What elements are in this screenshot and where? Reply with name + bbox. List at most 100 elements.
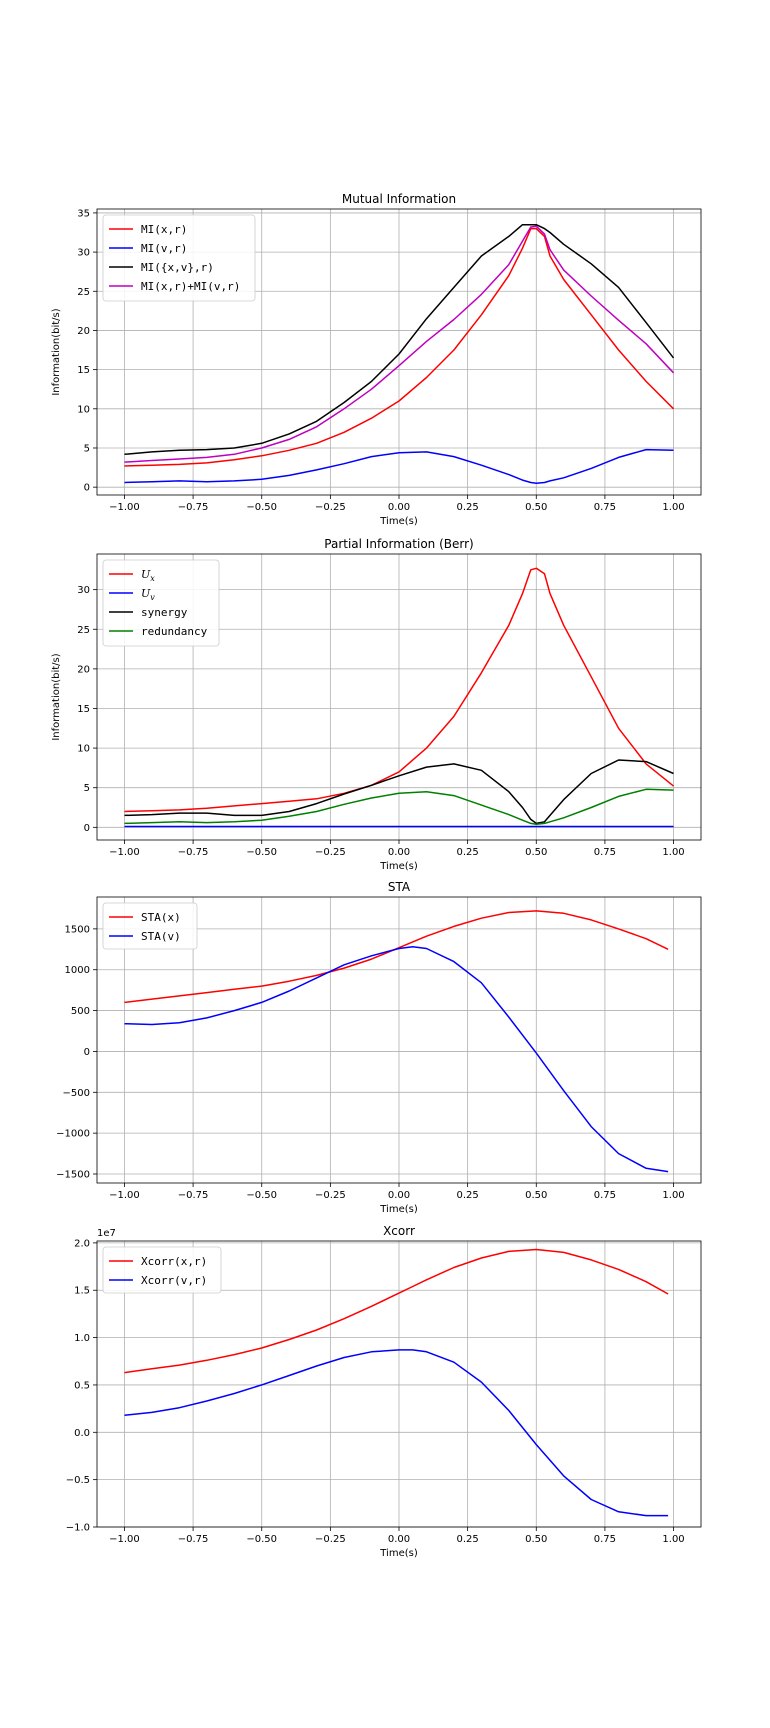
x-tick-label: −0.50	[246, 1534, 277, 1545]
x-axis-label: Time(s)	[379, 516, 418, 527]
x-axis-label: Time(s)	[379, 1548, 418, 1559]
x-tick-label: 0.75	[594, 847, 616, 858]
legend: Xcorr(x,r) Xcorr(v,r)	[102, 1246, 222, 1294]
y-tick-label: 25	[77, 625, 90, 636]
y-tick-label: 0	[84, 823, 90, 834]
x-axis-label: Time(s)	[379, 1204, 418, 1215]
x-tick-label: 0.50	[525, 1534, 547, 1545]
x-tick-label: 1.00	[662, 1190, 684, 1201]
x-tick-label: 0.25	[457, 1534, 479, 1545]
legend-label: MI({x,v},r)	[141, 261, 214, 274]
series-line-sta-v	[124, 946, 669, 1173]
legend: STA(x) STA(v)	[102, 902, 198, 950]
y-axis-label: Information(bit/s)	[51, 653, 62, 740]
legend-label: MI(x,r)	[141, 223, 187, 236]
y-tick-label: 10	[77, 744, 90, 755]
legend-label: Xcorr(x,r)	[141, 1255, 207, 1268]
x-tick-label: 0.00	[388, 1534, 410, 1545]
x-tick-label: −0.75	[178, 1190, 209, 1201]
x-tick-label: −0.75	[178, 847, 209, 858]
legend-label: STA(x)	[141, 911, 181, 924]
legend-label: STA(v)	[141, 930, 181, 943]
y-tick-label: −1.0	[66, 1523, 90, 1534]
y-tick-label: −1000	[56, 1129, 90, 1140]
x-tick-label: −0.50	[246, 847, 277, 858]
legend-label: synergy	[141, 606, 188, 619]
x-tick-label: −0.50	[246, 1190, 277, 1201]
legend-label: Ux	[141, 568, 155, 583]
x-tick-label: −0.75	[178, 1534, 209, 1545]
x-tick-label: −1.00	[109, 847, 140, 858]
y-tick-label: 20	[77, 664, 90, 675]
legend-label: redundancy	[141, 625, 208, 638]
series-line-mi-x-r	[124, 227, 675, 467]
y-tick-label: 15	[77, 704, 90, 715]
y-tick-label: 35	[77, 208, 90, 219]
y-tick-label: 20	[77, 326, 90, 337]
chart-title: Xcorr	[383, 1224, 415, 1238]
y-tick-label: 30	[77, 248, 90, 259]
series-line-mi-x-r-mi-v-r	[124, 225, 675, 463]
series-line-xcorr-v-r	[124, 1349, 669, 1517]
x-tick-label: 0.50	[525, 847, 547, 858]
x-tick-label: −0.75	[178, 502, 209, 513]
x-tick-label: −1.00	[109, 1534, 140, 1545]
legend-label: MI(x,r)+MI(v,r)	[141, 280, 240, 293]
series-line-mi-x-v-r	[124, 223, 675, 456]
chart-panel-4: −1.00 −0.75 −0.50 −0.25 0.00 0.25 0.50 0.75 1.00…	[66, 1224, 702, 1559]
x-tick-label: −0.25	[315, 847, 346, 858]
legend-label: Uv	[141, 587, 155, 602]
y-tick-label: 0	[84, 1047, 90, 1058]
x-tick-label: −0.25	[315, 1534, 346, 1545]
legend-box	[102, 559, 220, 647]
legend: Ux Uv synergy redundancy	[102, 559, 220, 647]
y-tick-label: 1.5	[74, 1286, 90, 1297]
series-line-mi-v-r	[124, 448, 674, 484]
x-tick-label: 0.50	[525, 502, 547, 513]
y-tick-label: 2.0	[74, 1238, 90, 1249]
y-tick-label: 5	[84, 783, 90, 794]
x-tick-label: −0.25	[315, 502, 346, 513]
axis-offset-text: 1e7	[97, 1228, 116, 1239]
y-tick-label: 0	[84, 483, 90, 494]
x-tick-label: 1.00	[662, 1534, 684, 1545]
x-tick-label: 0.75	[594, 1190, 616, 1201]
series-line-xcorr-x-r	[124, 1248, 669, 1374]
x-tick-label: 0.00	[388, 847, 410, 858]
x-tick-label: 0.25	[457, 1190, 479, 1201]
y-tick-label: 1500	[65, 924, 90, 935]
chart-panel-2: −1.00 −0.75 −0.50 −0.25 0.00 0.25 0.50 0.75 1.00…	[51, 537, 702, 872]
x-tick-label: 0.75	[594, 502, 616, 513]
x-tick-label: 0.00	[388, 502, 410, 513]
y-tick-label: 0.5	[74, 1380, 90, 1391]
x-tick-label: 0.25	[457, 502, 479, 513]
chart-panel-3: −1.00 −0.75 −0.50 −0.25 0.00 0.25 0.50 0.75 1.00…	[56, 880, 702, 1215]
y-tick-label: 5	[84, 443, 90, 454]
legend-box	[102, 1246, 222, 1294]
y-tick-label: 25	[77, 287, 90, 298]
series-line-synergy	[124, 759, 674, 825]
y-tick-label: 500	[71, 1006, 90, 1017]
y-tick-label: 15	[77, 365, 90, 376]
series-line-ux	[124, 567, 674, 813]
y-tick-label: 1.0	[74, 1333, 90, 1344]
x-tick-label: −0.25	[315, 1190, 346, 1201]
x-tick-label: 1.00	[662, 502, 684, 513]
x-axis-label: Time(s)	[379, 861, 418, 872]
y-tick-label: 30	[77, 585, 90, 596]
x-tick-label: 0.50	[525, 1190, 547, 1201]
chart-panel-1: −1.00 −0.75 −0.50 −0.25 0.00 0.25 0.50 0.75 1.00…	[51, 192, 702, 527]
y-tick-label: −0.5	[66, 1475, 90, 1486]
legend-box	[102, 214, 256, 302]
x-tick-label: −1.00	[109, 502, 140, 513]
y-tick-label: 1000	[65, 965, 90, 976]
legend: MI(x,r) MI(v,r) MI({x,v},r) MI(x,r)+MI(v,r)	[102, 214, 256, 302]
x-tick-label: 0.75	[594, 1534, 616, 1545]
x-tick-label: −0.50	[246, 502, 277, 513]
legend-box	[102, 902, 198, 950]
x-tick-label: −1.00	[109, 1190, 140, 1201]
x-tick-label: 0.25	[457, 847, 479, 858]
x-tick-label: 0.00	[388, 1190, 410, 1201]
series-line-redundancy	[124, 788, 674, 825]
y-axis-label: Information(bit/s)	[51, 308, 62, 395]
